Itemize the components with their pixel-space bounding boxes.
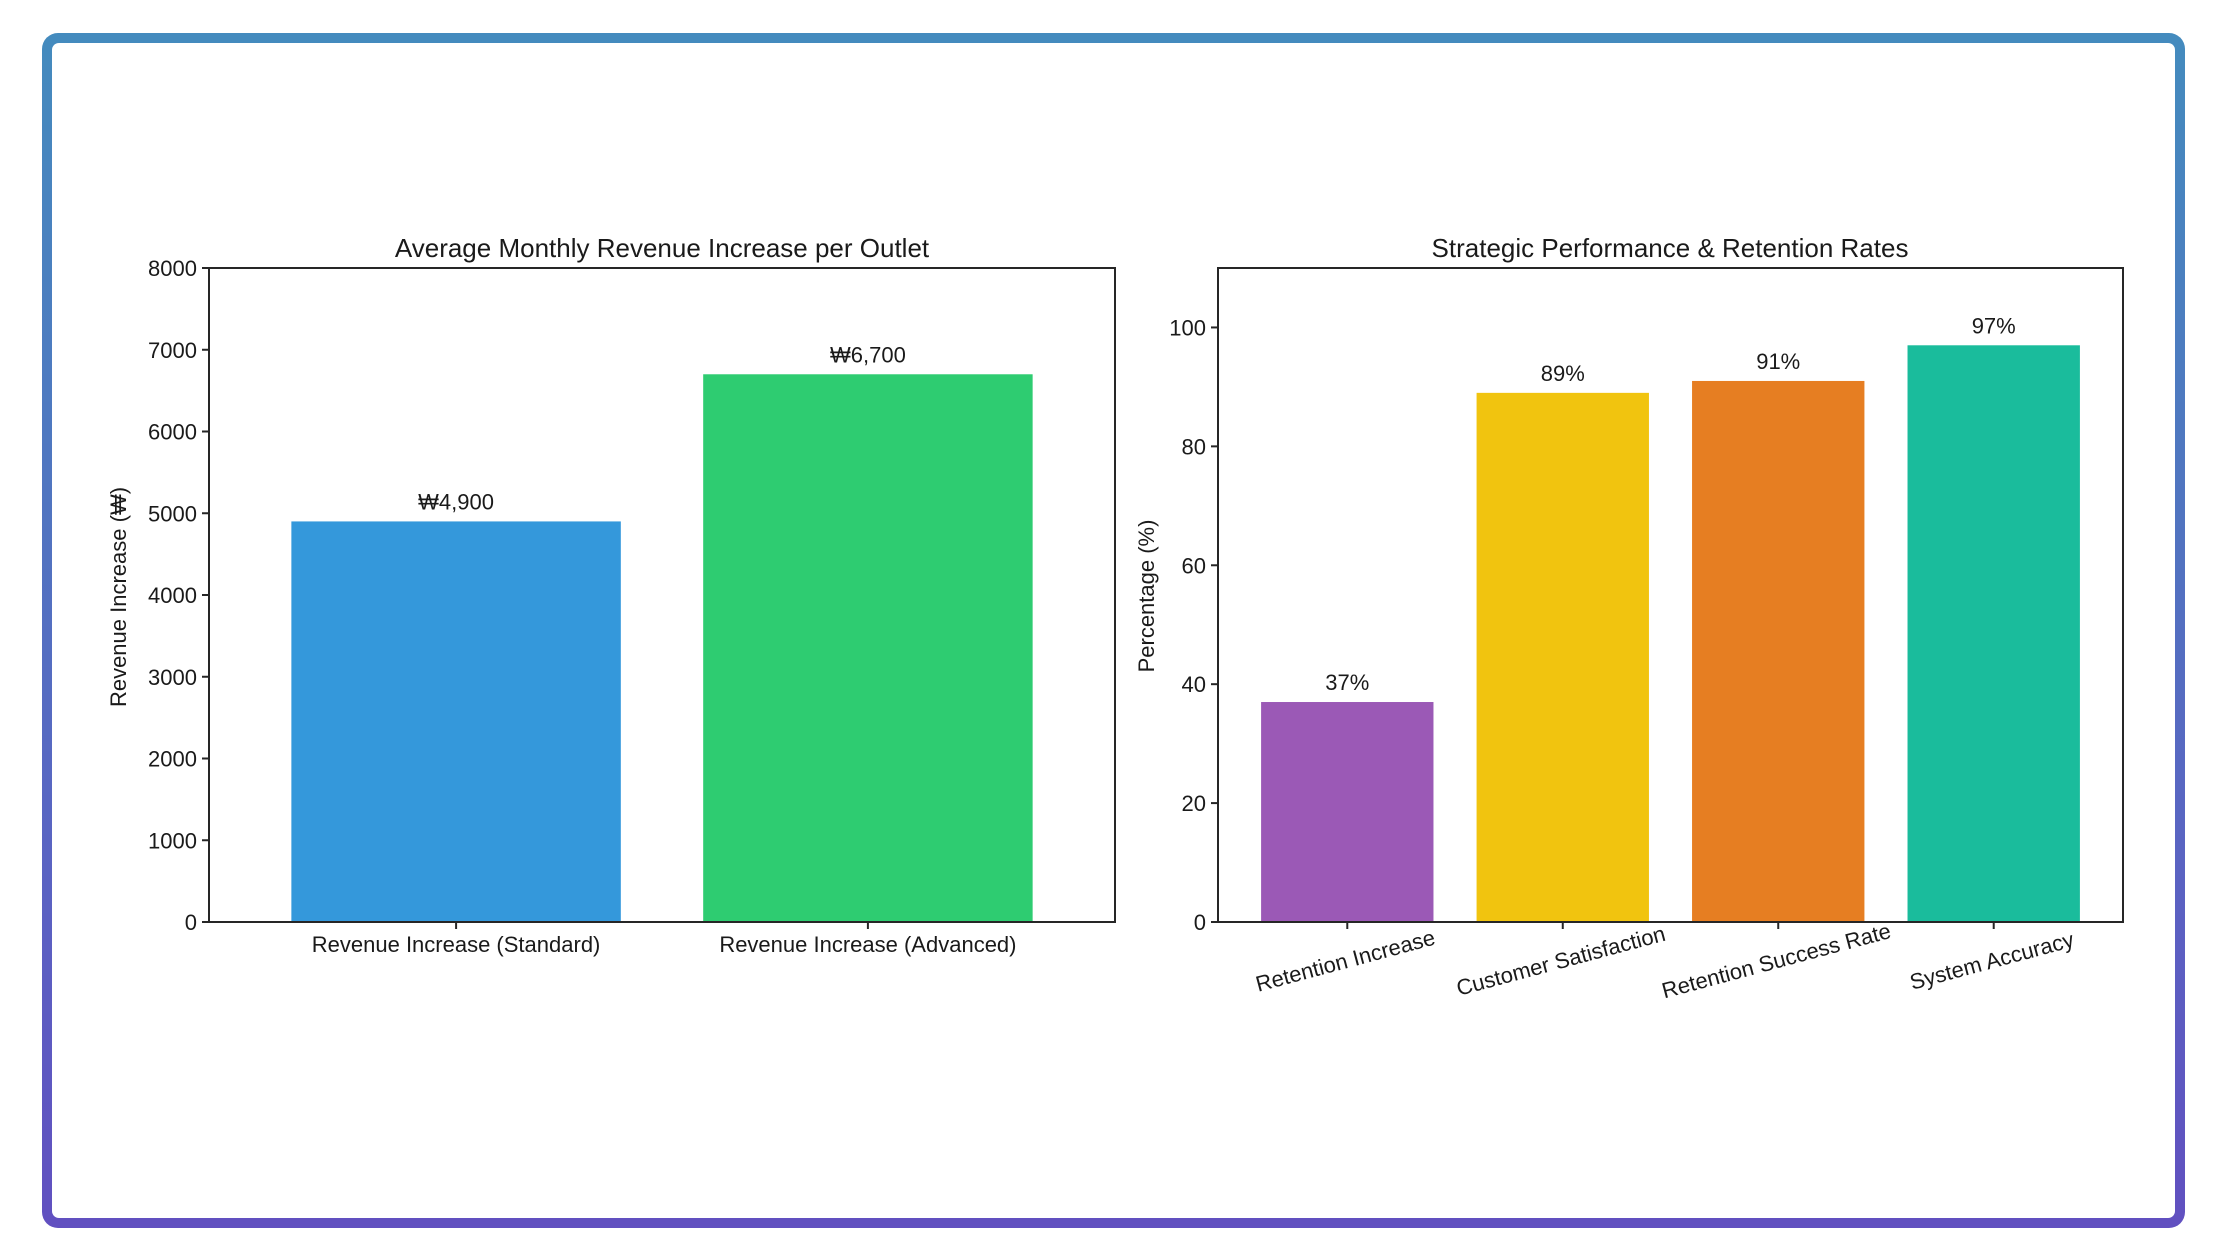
x-tick-label: Revenue Increase (Advanced) <box>719 932 1016 957</box>
y-axis-label: Revenue Increase (₩) <box>106 487 131 707</box>
x-ticks: Revenue Increase (Standard) Revenue Incre… <box>312 922 1016 957</box>
y-ticks: 0 1000 2000 3000 4000 5000 6000 7000 8000 <box>148 256 209 935</box>
y-tick-label: 80 <box>1182 434 1206 459</box>
y-tick-label: 2000 <box>148 747 197 772</box>
x-tick-label: Customer Satisfaction <box>1454 921 1668 1001</box>
bars <box>1261 345 2080 923</box>
performance-chart: Strategic Performance & Retention Rates … <box>1134 233 2124 1003</box>
data-label: ₩4,900 <box>418 489 494 514</box>
y-tick-label: 0 <box>1194 910 1206 935</box>
y-tick-label: 40 <box>1182 672 1206 697</box>
y-tick-label: 100 <box>1169 315 1206 340</box>
data-labels: 37% 89% 91% 97% <box>1325 313 2015 695</box>
y-tick-label: 20 <box>1182 791 1206 816</box>
x-tick-label: Revenue Increase (Standard) <box>312 932 601 957</box>
y-tick-label: 1000 <box>148 828 197 853</box>
y-tick-label: 3000 <box>148 665 197 690</box>
data-label: 91% <box>1756 349 1800 374</box>
data-labels: ₩4,900 ₩6,700 <box>418 342 906 514</box>
bar-retention-increase <box>1261 702 1434 922</box>
x-tick-label: Retention Success Rate <box>1659 918 1893 1003</box>
x-ticks: Retention Increase Customer SatisfactionR… <box>1253 918 2077 1003</box>
chart-title: Average Monthly Revenue Increase per Out… <box>395 233 930 263</box>
y-tick-label: 7000 <box>148 338 197 363</box>
bar-revenue-increase-advanced <box>703 374 1033 922</box>
chart-title: Strategic Performance & Retention Rates <box>1432 233 1909 263</box>
bars <box>291 374 1033 922</box>
data-label: ₩6,700 <box>830 342 906 367</box>
y-tick-label: 4000 <box>148 583 197 608</box>
bar-customer-satisfaction <box>1476 392 1649 922</box>
revenue-chart: Average Monthly Revenue Increase per Out… <box>106 233 1116 957</box>
bar-system-accuracy <box>1907 345 2080 923</box>
data-label: 97% <box>1972 313 2016 338</box>
x-tick-label: Retention Increase <box>1253 925 1438 997</box>
x-tick-label: System Accuracy <box>1907 927 2076 995</box>
y-tick-label: 5000 <box>148 501 197 526</box>
y-axis-label: Percentage (%) <box>1134 520 1159 673</box>
y-ticks: 0 20 40 60 80 100 <box>1169 315 1218 935</box>
y-tick-label: 0 <box>185 910 197 935</box>
data-label: 37% <box>1325 670 1369 695</box>
y-tick-label: 60 <box>1182 553 1206 578</box>
bar-revenue-increase-standard <box>291 521 621 922</box>
plot-area-border <box>208 267 1116 923</box>
plot-area-border <box>1217 267 2124 923</box>
y-tick-label: 8000 <box>148 256 197 281</box>
data-label: 89% <box>1541 361 1585 386</box>
bar-retention-success-rate <box>1692 380 1865 922</box>
y-tick-label: 6000 <box>148 420 197 445</box>
